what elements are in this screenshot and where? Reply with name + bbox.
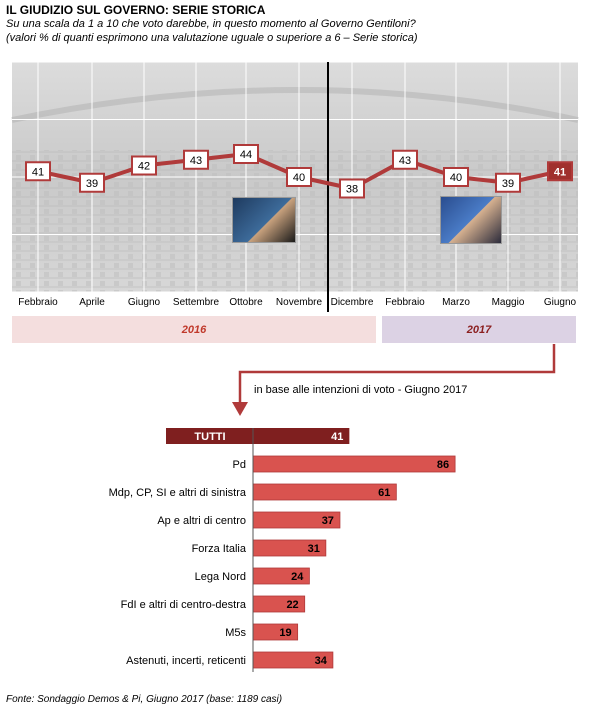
bar-value-label: 19 (279, 627, 291, 639)
bar-row: Lega Nord 24 (195, 567, 310, 585)
bar-row: M5s 19 (225, 623, 299, 641)
x-tick-label: Febbraio (385, 297, 425, 308)
data-point: 44 (233, 144, 259, 164)
bar-value-label: 22 (286, 599, 298, 611)
data-label: 42 (138, 161, 150, 173)
bar-row: Pd 86 (233, 455, 456, 473)
line-chart: 41 39 42 43 44 40 38 43 40 39 41 Febbraio Aprile Giu… (11, 61, 579, 312)
data-point: 38 (339, 178, 365, 199)
category-label: Ap e altri di centro (157, 515, 246, 527)
data-marker (547, 161, 573, 182)
connector-arrowhead (232, 402, 248, 416)
gentiloni-photo (440, 196, 502, 244)
x-tick-label: Novembre (276, 297, 323, 308)
data-marker (443, 167, 469, 187)
bar-value-label: 24 (291, 571, 304, 583)
data-marker (339, 178, 365, 199)
x-tick-label: Dicembre (331, 297, 374, 308)
category-label: Forza Italia (192, 543, 247, 555)
category-label: TUTTI (194, 431, 225, 443)
data-point: 43 (392, 149, 418, 170)
data-label: 43 (399, 155, 411, 167)
bar-value-label: 31 (308, 543, 320, 555)
data-label: 40 (293, 172, 305, 184)
bar-value-label: 34 (315, 655, 328, 667)
data-point: 43 (183, 149, 209, 170)
category-label: Lega Nord (195, 571, 246, 583)
data-marker (495, 172, 521, 193)
data-label: 41 (554, 166, 566, 178)
x-tick-label: Febbraio (18, 297, 58, 308)
intent-label: in base alle intenzioni di voto - Giugno… (254, 384, 468, 396)
data-marker (392, 149, 418, 170)
x-tick-label: Giugno (544, 297, 577, 308)
chart-subtitle-line2: (valori % di quanti esprimono una valuta… (6, 32, 418, 44)
data-label: 40 (450, 172, 462, 184)
bar-row: Forza Italia 31 (192, 539, 327, 557)
bar (252, 483, 397, 501)
data-point: 40 (286, 167, 312, 187)
bar (252, 455, 456, 473)
bar-row: Mdp, CP, SI e altri di sinistra 61 (109, 483, 397, 501)
bar-row: FdI e altri di centro-destra 22 (121, 595, 306, 613)
data-label: 44 (240, 149, 252, 161)
data-marker (233, 144, 259, 164)
chart-subtitle-line1: Su una scala da 1 a 10 che voto darebbe,… (6, 18, 416, 30)
data-point: 39 (495, 172, 521, 193)
data-label: 43 (190, 155, 202, 167)
data-label: 39 (502, 178, 514, 190)
data-marker (79, 172, 105, 193)
data-marker (183, 149, 209, 170)
category-label: Mdp, CP, SI e altri di sinistra (109, 487, 247, 499)
x-tick-label: Ottobre (229, 297, 263, 308)
data-label: 41 (32, 166, 44, 178)
category-label: M5s (225, 627, 246, 639)
data-label: 38 (346, 184, 358, 196)
x-tick-label: Marzo (442, 297, 470, 308)
bar-row: Astenuti, incerti, reticenti 34 (126, 651, 334, 669)
data-marker (131, 155, 157, 176)
renzi-photo (232, 197, 296, 243)
x-tick-label: Settembre (173, 297, 220, 308)
chart-title: IL GIUDIZIO SUL GOVERNO: SERIE STORICA (6, 3, 266, 17)
data-point: 41 (25, 161, 51, 182)
bar-value-label: 41 (331, 431, 343, 443)
bar-value-label: 86 (437, 459, 449, 471)
x-tick-label: Aprile (79, 297, 105, 308)
data-point: 41 (547, 161, 573, 182)
data-marker (25, 161, 51, 182)
data-marker (286, 167, 312, 187)
year-band-2017: 2017 (382, 316, 576, 343)
category-label: Astenuti, incerti, reticenti (126, 655, 246, 667)
category-label: Pd (233, 459, 246, 471)
connector-arrow (238, 344, 556, 404)
bar (166, 428, 350, 444)
x-tick-label: Giugno (128, 297, 161, 308)
year-band-2016: 2016 (12, 316, 376, 343)
bar-row: Ap e altri di centro 37 (157, 511, 341, 529)
category-label: FdI e altri di centro-destra (121, 599, 247, 611)
source-note: Fonte: Sondaggio Demos & Pi, Giugno 2017… (6, 694, 283, 705)
data-label: 39 (86, 178, 98, 190)
x-tick-label: Maggio (492, 297, 525, 308)
bar-row: TUTTI 41 (166, 428, 350, 444)
data-point: 40 (443, 167, 469, 187)
bar-value-label: 61 (378, 487, 390, 499)
bar-value-label: 37 (322, 515, 334, 527)
data-point: 39 (79, 172, 105, 193)
data-point: 42 (131, 155, 157, 176)
